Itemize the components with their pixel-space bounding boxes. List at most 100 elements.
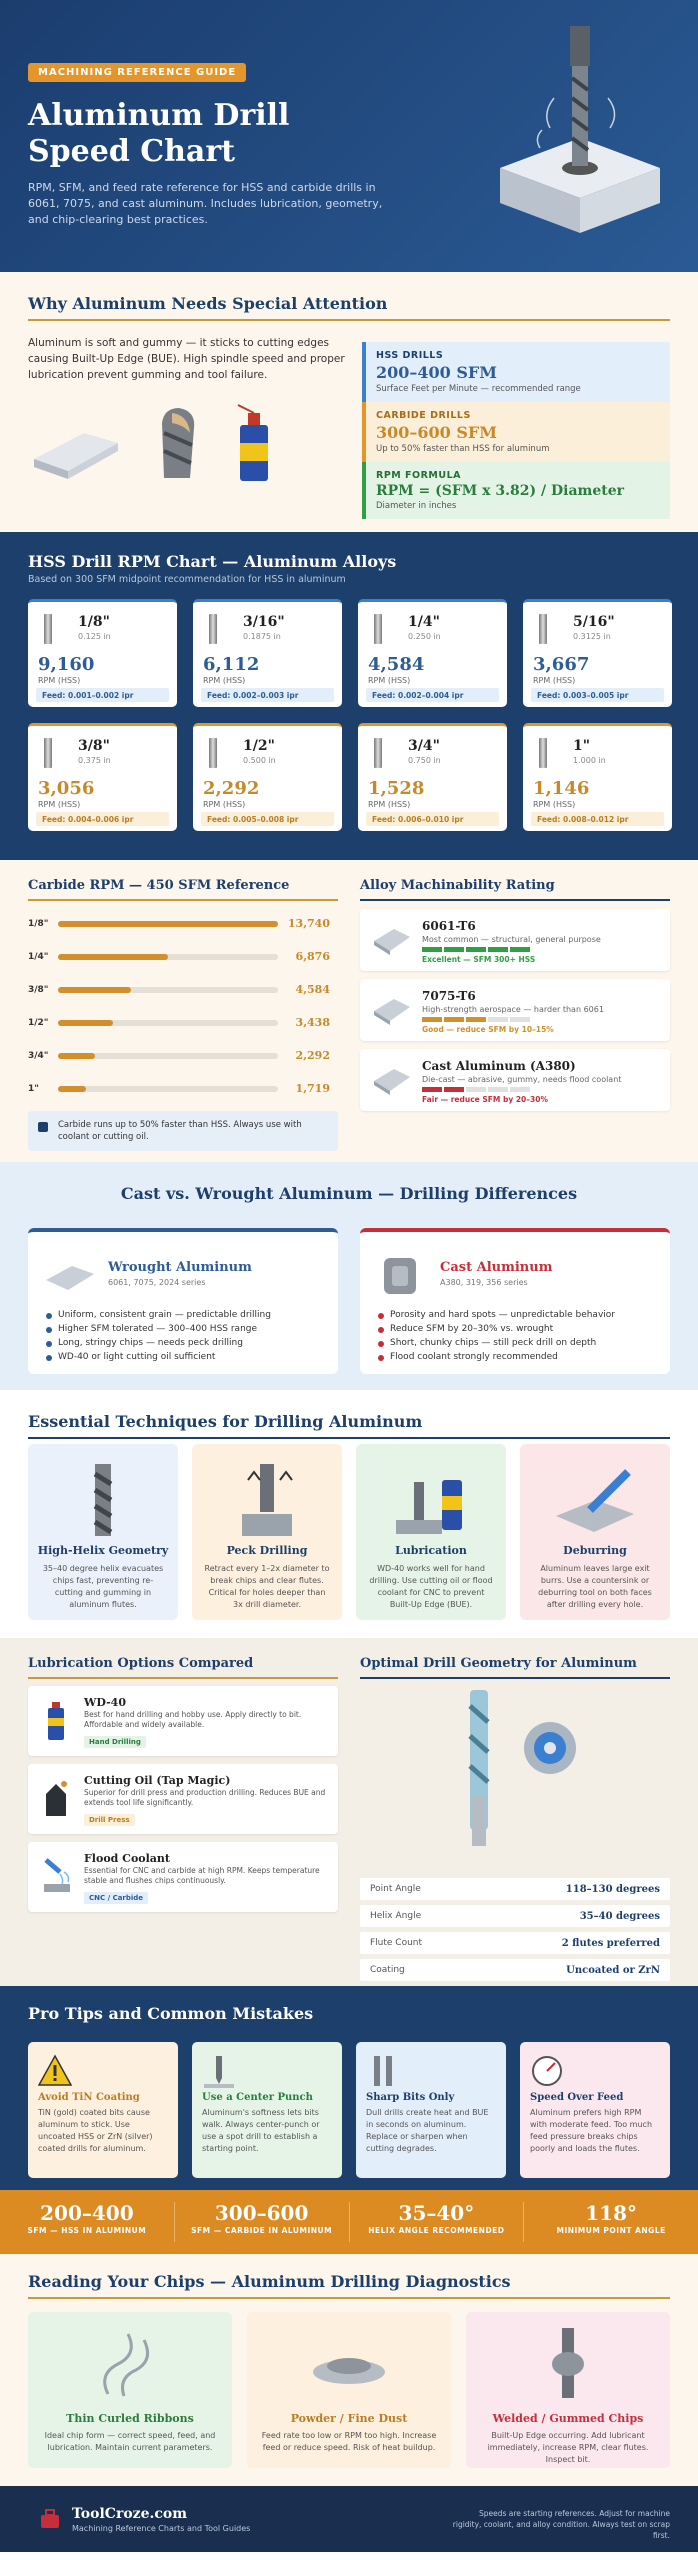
alloy-rating: Excellent — SFM 300+ HSS: [422, 955, 536, 964]
rpm-unit: RPM (HSS): [203, 676, 246, 685]
list-item: Uniform, consistent grain — predictable …: [46, 1310, 271, 1324]
feed-rate: Feed: 0.004–0.006 ipr: [36, 812, 169, 826]
drill-size: 3/4": [408, 738, 440, 754]
feed-rate: Feed: 0.006–0.010 ipr: [366, 812, 499, 826]
card-title: Welded / Gummed Chips: [492, 2412, 644, 2425]
drill-decimal: 0.250 in: [408, 632, 441, 641]
divider: [28, 2297, 670, 2299]
chip-card-welded: Welded / Gummed Chips Built-Up Edge occu…: [466, 2312, 670, 2468]
carbide-rpm-bar-chart: 1/8" 13,740 1/4" 6,876 3/8" 4,584 1/2" 3,438 3/4…: [28, 907, 338, 1105]
list-item: Porosity and hard spots — unpredictable …: [378, 1310, 615, 1324]
rating-segment: [422, 1017, 442, 1022]
bar-track: [58, 1052, 278, 1059]
rating-segment: [444, 947, 464, 952]
footer-brand[interactable]: ToolCroze.com: [72, 2506, 188, 2522]
alloy-desc: Die-cast — abrasive, gummy, needs flood …: [422, 1075, 622, 1084]
peck-drill-icon: [242, 1464, 293, 1536]
spec-value: Uncoated or ZrN: [566, 1964, 660, 1976]
chip-card-powder: Powder / Fine Dust Feed rate too low or …: [247, 2312, 451, 2468]
alloy-list: 6061-T6 Most common — structural, general…: [360, 909, 670, 1111]
rpm-card: 1/4" 0.250 in 4,584 RPM (HSS) Feed: 0.002–0.…: [358, 599, 507, 707]
divider: [28, 1677, 338, 1679]
stat-value: 35–40°: [398, 2201, 475, 2225]
technique-card-deburring: Deburring Aluminum leaves large exit bur…: [520, 1444, 670, 1620]
box-sub: Up to 50% faster than HSS for aluminum: [376, 444, 550, 454]
section-title: Why Aluminum Needs Special Attention: [28, 294, 388, 313]
spec-name: Helix Angle: [370, 1911, 422, 1921]
stat-label: SFM — HSS IN ALUMINUM: [27, 2226, 147, 2235]
section-title: Lubrication Options Compared: [28, 1656, 254, 1671]
bar-row: 1/8" 13,740: [28, 907, 338, 940]
lubrication-geometry-section: Lubrication Options Compared WD-40 Best …: [0, 1638, 698, 1986]
drill-decimal: 0.3125 in: [573, 632, 611, 641]
section-title: Alloy Machinability Rating: [360, 878, 555, 893]
rating-bars: [422, 1017, 530, 1022]
bar: [58, 953, 169, 960]
card-title: Thin Curled Ribbons: [66, 2412, 194, 2425]
drill-bit-icon: [209, 614, 217, 644]
feed-rate: Feed: 0.005–0.008 ipr: [201, 812, 334, 826]
rating-segment: [488, 1017, 508, 1022]
spec-name: Point Angle: [370, 1884, 421, 1894]
technique-card-lubrication: Lubrication WD-40 works well for hand dr…: [356, 1444, 506, 1620]
deburring-tool-icon: [556, 1469, 634, 1532]
rating-bars: [422, 947, 530, 952]
wrought-points: Uniform, consistent grain — predictable …: [46, 1310, 271, 1366]
card-title: Lubrication: [395, 1544, 467, 1557]
rpm-unit: RPM (HSS): [368, 800, 411, 809]
box-label: CARBIDE DRILLS: [376, 410, 471, 421]
drill-decimal: 0.125 in: [78, 632, 111, 641]
lube-card-wd40: WD-40 Best for hand drilling and hobby u…: [28, 1686, 338, 1756]
card-title: Use a Center Punch: [202, 2092, 313, 2103]
rating-segment: [510, 1087, 530, 1092]
section-title: Essential Techniques for Drilling Alumin…: [28, 1412, 423, 1431]
bar-category-label: 3/8": [28, 984, 49, 995]
bar-value-label: 2,292: [295, 1049, 330, 1062]
bar-category-label: 1/8": [28, 918, 49, 929]
alloy-name: 7075-T6: [422, 989, 476, 1003]
geometry-row: Flute Count 2 flutes preferred: [360, 1932, 670, 1954]
stat-label: HELIX ANGLE RECOMMENDED: [368, 2226, 505, 2235]
tip-card-sharp-bits: Sharp Bits Only Dull drills create heat …: [356, 2042, 506, 2178]
bar-track: [58, 986, 278, 993]
drill-size: 5/16": [573, 614, 615, 630]
list-item: WD-40 or light cutting oil sufficient: [46, 1352, 271, 1366]
rpm-unit: RPM (HSS): [533, 676, 576, 685]
spray-can-icon: [48, 1702, 64, 1740]
bar: [58, 920, 278, 927]
card-desc: Dull drills create heat and BUE in secon…: [366, 2108, 489, 2153]
bar-value-label: 1,719: [295, 1082, 330, 1095]
tip-card-speed: Speed Over Feed Aluminum prefers high RP…: [520, 2042, 670, 2178]
rating-segment: [510, 947, 530, 952]
bar-row: 3/4" 2,292: [28, 1039, 338, 1072]
section-title: Optimal Drill Geometry for Aluminum: [360, 1656, 637, 1671]
lubricant-can-icon: [237, 404, 268, 481]
info-icon: [38, 1122, 48, 1132]
drill-bit-icon: [209, 738, 217, 768]
drill-size: 3/8": [78, 738, 110, 754]
rpm-value: 2,292: [203, 778, 260, 799]
drill-size: 1/4": [408, 614, 440, 630]
drill-bit-icon: [539, 614, 547, 644]
geometry-row: Helix Angle 35–40 degrees: [360, 1905, 670, 1927]
rpm-card: 1/2" 0.500 in 2,292 RPM (HSS) Feed: 0.005–0.…: [193, 723, 342, 831]
why-body: Aluminum is soft and gummy — it sticks t…: [28, 337, 345, 381]
rpm-value: 9,160: [38, 654, 95, 675]
alloy-name: Cast Aluminum (A380): [422, 1059, 576, 1073]
drill-decimal: 0.500 in: [243, 756, 276, 765]
aluminum-sheet-icon: [46, 1266, 94, 1290]
feed-rate: Feed: 0.001–0.002 ipr: [36, 688, 169, 702]
rpm-card: 3/8" 0.375 in 3,056 RPM (HSS) Feed: 0.004–0.…: [28, 723, 177, 831]
geometry-panel: Optimal Drill Geometry for Aluminum: [360, 1656, 670, 1679]
card-title: Flood Coolant: [84, 1852, 170, 1865]
drill-decimal: 0.375 in: [78, 756, 111, 765]
bar-value-label: 13,740: [287, 917, 330, 930]
rating-segment: [422, 1087, 442, 1092]
box-value: RPM = (SFM x 3.82) / Diameter: [376, 483, 624, 499]
rating-segment: [510, 1017, 530, 1022]
stat-value: 200–400: [40, 2201, 134, 2225]
divider: [28, 1437, 670, 1439]
why-section: Why Aluminum Needs Special Attention Alu…: [0, 272, 698, 532]
rpm-unit: RPM (HSS): [368, 676, 411, 685]
card-desc: Aluminum prefers high RPM with moderate …: [530, 2108, 653, 2153]
